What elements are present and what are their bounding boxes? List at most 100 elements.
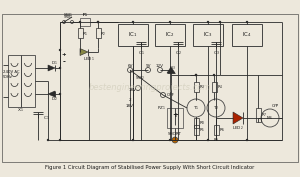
Circle shape [207, 99, 225, 117]
Circle shape [207, 21, 209, 23]
Text: SHORT: SHORT [168, 132, 182, 136]
Circle shape [246, 139, 248, 141]
Bar [212, 82, 217, 92]
Circle shape [59, 67, 61, 69]
Text: D$_2$: D$_2$ [51, 95, 57, 103]
Bar [77, 28, 83, 38]
Text: X$_1$: X$_1$ [16, 106, 23, 114]
Bar [256, 108, 260, 122]
Text: T$_2$: T$_2$ [213, 104, 219, 112]
Text: IC$_1$: IC$_1$ [128, 31, 138, 39]
Text: 12V: 12V [156, 64, 164, 68]
Polygon shape [48, 65, 55, 71]
Circle shape [62, 21, 65, 24]
Circle shape [158, 67, 163, 73]
Polygon shape [233, 112, 243, 124]
Text: C$_1$: C$_1$ [138, 49, 144, 57]
Bar [193, 24, 223, 46]
Circle shape [261, 109, 279, 127]
Text: M$_1$: M$_1$ [266, 114, 274, 122]
Circle shape [169, 139, 171, 141]
Text: F$_1$: F$_1$ [82, 11, 88, 19]
Text: R$_5$: R$_5$ [199, 126, 205, 134]
Circle shape [79, 21, 81, 23]
Text: C$_2$: C$_2$ [175, 49, 182, 57]
Bar [118, 24, 148, 46]
Text: 240V AC: 240V AC [3, 70, 20, 74]
Circle shape [128, 67, 133, 73]
Bar [214, 125, 218, 135]
Text: O/P: O/P [272, 104, 279, 108]
Bar [21, 55, 35, 107]
Circle shape [132, 21, 134, 23]
Bar [194, 118, 199, 128]
Text: R$_7$: R$_7$ [261, 111, 267, 119]
Polygon shape [167, 67, 175, 73]
Bar [167, 108, 183, 128]
Circle shape [97, 21, 99, 23]
Text: LED$_1$: LED$_1$ [83, 55, 95, 63]
Bar [194, 82, 199, 92]
Circle shape [132, 139, 134, 141]
Text: R$_4$: R$_4$ [217, 83, 223, 91]
Text: PZ$_1$: PZ$_1$ [157, 104, 166, 112]
Circle shape [172, 137, 178, 143]
Text: OFF: OFF [167, 93, 175, 97]
Circle shape [97, 21, 99, 23]
Polygon shape [48, 91, 55, 97]
Text: 18V: 18V [129, 88, 137, 92]
Text: R$_2$: R$_2$ [100, 30, 106, 38]
Text: 9V: 9V [145, 64, 151, 68]
Text: 6V: 6V [127, 64, 133, 68]
Text: SW$_1$: SW$_1$ [63, 13, 73, 21]
Circle shape [146, 67, 151, 73]
Polygon shape [80, 48, 88, 56]
Text: IC$_4$: IC$_4$ [242, 31, 252, 39]
Bar [155, 24, 185, 46]
Text: 2: 2 [129, 98, 131, 102]
Text: +: + [62, 53, 66, 58]
Circle shape [195, 74, 197, 76]
Circle shape [70, 21, 74, 24]
Circle shape [169, 21, 171, 23]
Circle shape [160, 93, 166, 98]
Bar [194, 125, 199, 135]
Text: D$_1$: D$_1$ [51, 59, 57, 67]
Text: D$_3$: D$_3$ [169, 64, 176, 72]
Text: R$_6$: R$_6$ [219, 126, 225, 134]
Circle shape [47, 139, 49, 141]
Bar [80, 18, 90, 26]
Circle shape [195, 74, 197, 76]
Text: IC$_2$: IC$_2$ [165, 31, 175, 39]
Circle shape [59, 93, 61, 95]
Bar [8, 55, 21, 107]
Text: R$_8$: R$_8$ [199, 119, 205, 127]
Text: +: + [172, 112, 178, 118]
Circle shape [246, 21, 248, 23]
Text: R$_3$: R$_3$ [199, 83, 205, 91]
Bar [2, 14, 298, 162]
Text: 50Hz: 50Hz [3, 75, 13, 79]
Circle shape [59, 139, 61, 141]
Text: F$_1$: F$_1$ [82, 11, 88, 19]
Text: C$_1$: C$_1$ [43, 114, 50, 122]
Text: -: - [63, 59, 65, 65]
Text: 18V: 18V [126, 104, 134, 108]
Circle shape [219, 21, 221, 23]
Text: Figure 1 Circuit Diagram of Stabilised Power Supply With Short Circuit Indicator: Figure 1 Circuit Diagram of Stabilised P… [45, 165, 255, 170]
Bar [95, 28, 101, 38]
Circle shape [59, 49, 61, 51]
Text: R$_1$: R$_1$ [82, 30, 88, 38]
Text: R$_9$: R$_9$ [213, 136, 219, 144]
Text: T$_1$: T$_1$ [193, 104, 199, 112]
Text: LED$_2$: LED$_2$ [232, 124, 244, 132]
Text: SW$_1$: SW$_1$ [63, 11, 73, 19]
Text: SW$_2$: SW$_2$ [135, 74, 145, 82]
Circle shape [187, 99, 205, 117]
Text: IC$_3$: IC$_3$ [203, 31, 213, 39]
Circle shape [213, 74, 215, 76]
Circle shape [207, 139, 209, 141]
Circle shape [136, 85, 140, 90]
Bar [232, 24, 262, 46]
Text: bestengineeringprojects.com: bestengineeringprojects.com [89, 84, 211, 93]
